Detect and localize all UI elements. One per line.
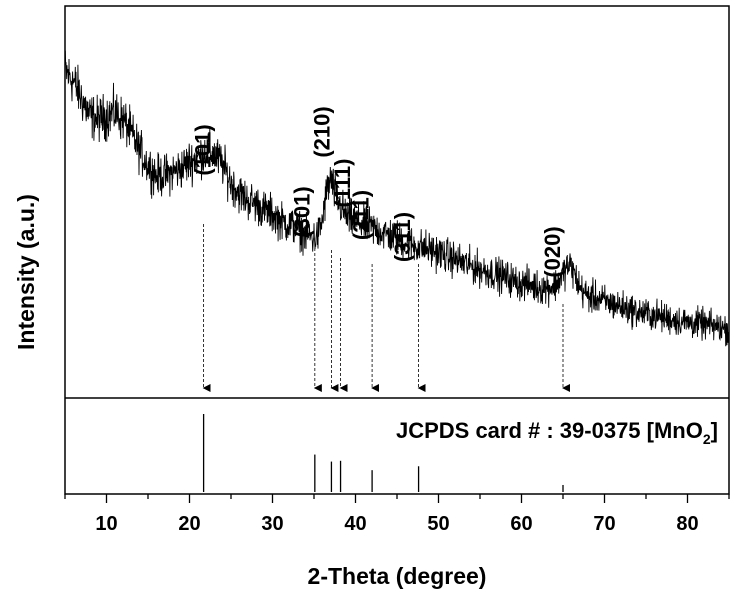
peak-label: (020) xyxy=(540,226,565,277)
y-axis-title: Intensity (a.u.) xyxy=(13,194,39,350)
x-tick-label: 70 xyxy=(593,513,615,535)
peak-label: (301) xyxy=(289,186,314,237)
peak-label: (211) xyxy=(348,190,373,240)
xrd-pattern-series xyxy=(64,50,730,347)
xrd-pattern-line xyxy=(64,50,730,347)
x-tick-label: 30 xyxy=(261,513,283,535)
peak-labels: (101) (301) (210)(111)(211) (311) (020) xyxy=(191,106,565,277)
peak-label: (111) xyxy=(330,159,355,208)
peak-arrows xyxy=(202,224,570,392)
x-tick-label: 10 xyxy=(95,513,117,535)
reference-sticks xyxy=(202,414,564,492)
peak-label: (101) xyxy=(191,124,216,175)
x-axis-title: 2-Theta (degree) xyxy=(308,563,487,589)
x-tick-label: 50 xyxy=(427,513,449,535)
x-tick-label: 40 xyxy=(344,513,366,535)
peak-label: (210) xyxy=(309,106,334,157)
x-tick-label: 60 xyxy=(510,513,532,535)
jcpds-card-label: JCPDS card # : 39-0375 [MnO2] xyxy=(396,418,718,447)
x-axis-ticks: 10 20 30 40 50 60 70 80 xyxy=(64,494,730,535)
x-tick-label: 20 xyxy=(178,513,200,535)
peak-label: (311) xyxy=(390,212,415,262)
x-tick-label: 80 xyxy=(676,513,698,535)
